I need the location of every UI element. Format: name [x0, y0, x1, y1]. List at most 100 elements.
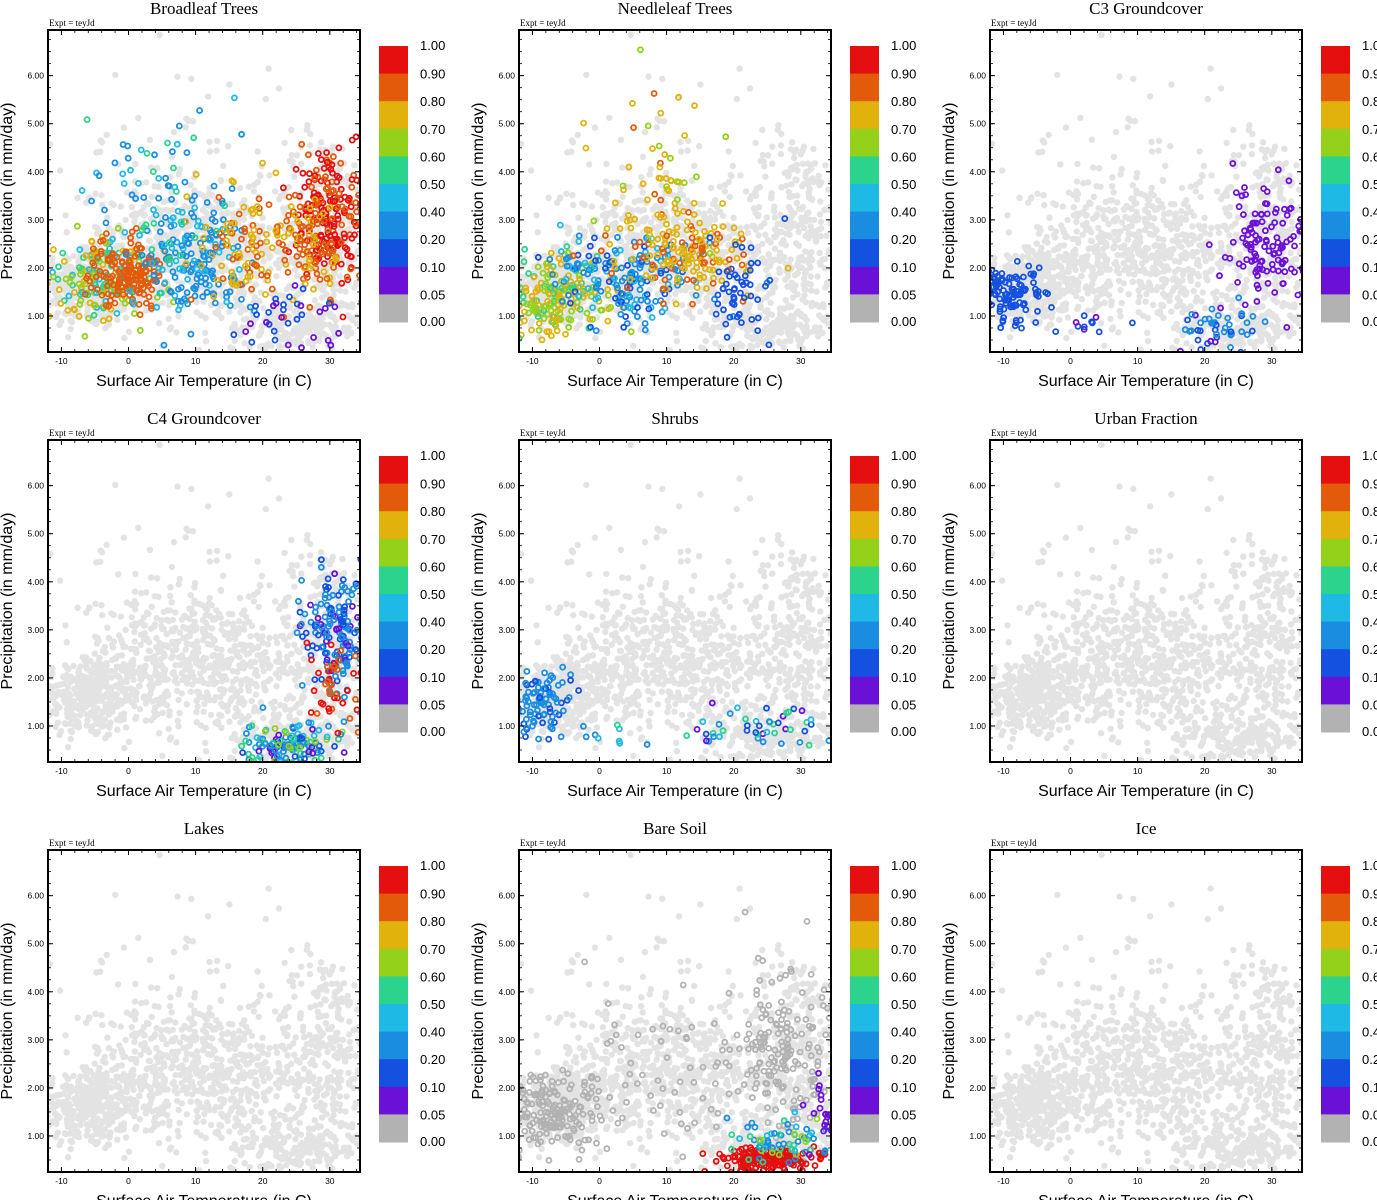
- data-point: [94, 285, 101, 293]
- data-point: [168, 244, 176, 252]
- data-point: [90, 311, 98, 319]
- background-point: [34, 285, 40, 291]
- background-point: [826, 247, 831, 254]
- data-point: [107, 278, 115, 286]
- data-point: [299, 251, 307, 258]
- background-point: [176, 165, 183, 173]
- data-point: [227, 228, 235, 236]
- data-point: [121, 228, 129, 236]
- background-point: [541, 252, 548, 260]
- background-point: [772, 276, 779, 284]
- x-tick-label: 20: [258, 356, 268, 366]
- background-point: [609, 208, 616, 216]
- data-point: [89, 259, 97, 267]
- data-point: [352, 133, 360, 141]
- data-point: [252, 302, 260, 310]
- data-point: [134, 179, 142, 187]
- data-point: [205, 256, 213, 264]
- background-point: [317, 139, 325, 146]
- data-point: [240, 203, 248, 211]
- data-point: [324, 336, 332, 344]
- data-point: [305, 227, 313, 235]
- background-point: [645, 73, 652, 80]
- data-point: [309, 217, 317, 225]
- data-point: [148, 259, 156, 267]
- background-point: [165, 315, 172, 322]
- background-point: [643, 214, 650, 222]
- colorbar-label: 1.00: [420, 38, 445, 53]
- background-point: [824, 320, 831, 327]
- background-point: [175, 171, 182, 178]
- data-point: [301, 183, 309, 191]
- background-point: [83, 199, 90, 206]
- background-point: [744, 229, 752, 237]
- data-point: [316, 213, 323, 221]
- data-point: [120, 180, 128, 188]
- data-point: [338, 279, 346, 287]
- background-point: [489, 302, 495, 308]
- background-point: [807, 223, 814, 230]
- background-point: [768, 311, 776, 318]
- background-point: [554, 199, 561, 206]
- data-point: [145, 293, 153, 301]
- data-point: [161, 279, 169, 287]
- background-point: [117, 203, 125, 210]
- data-point: [299, 285, 307, 293]
- data-point: [730, 286, 738, 293]
- background-point: [575, 214, 582, 221]
- background-point: [806, 185, 813, 192]
- background-point: [752, 192, 760, 199]
- data-point: [253, 253, 261, 261]
- background-point: [275, 264, 283, 271]
- background-point: [241, 340, 248, 347]
- data-point: [497, 280, 502, 285]
- background-point: [174, 73, 181, 80]
- data-point: [171, 292, 179, 300]
- background-point: [801, 286, 808, 293]
- data-point: [305, 223, 313, 231]
- data-point: [706, 234, 714, 242]
- background-point: [175, 228, 182, 235]
- background-point: [369, 325, 375, 331]
- data-point: [583, 309, 591, 317]
- data-point: [748, 316, 756, 323]
- data-point: [183, 149, 191, 157]
- data-point: [657, 109, 665, 117]
- data-point: [142, 268, 150, 276]
- background-point: [75, 259, 82, 266]
- data-point: [196, 107, 204, 114]
- data-point: [253, 203, 261, 210]
- background-point: [263, 245, 271, 253]
- data-point: [693, 259, 701, 266]
- background-point: [743, 223, 751, 231]
- data-point: [213, 227, 221, 235]
- data-point: [326, 296, 334, 304]
- background-point: [793, 310, 800, 317]
- background-point: [279, 364, 285, 370]
- background-point: [168, 153, 176, 161]
- background-point: [528, 318, 536, 325]
- background-point: [802, 333, 810, 340]
- data-point: [150, 219, 158, 227]
- background-point: [788, 181, 795, 188]
- data-point: [218, 262, 226, 270]
- background-point: [527, 167, 535, 174]
- background-point: [816, 249, 823, 257]
- background-point: [266, 172, 273, 179]
- data-point: [158, 266, 166, 274]
- data-point: [89, 245, 97, 253]
- data-point: [132, 275, 140, 283]
- data-point: [335, 190, 343, 197]
- data-point: [344, 196, 352, 204]
- data-point: [174, 285, 182, 293]
- background-point: [292, 294, 299, 301]
- data-point: [348, 183, 356, 191]
- background-point: [304, 325, 311, 332]
- data-point: [335, 144, 343, 152]
- data-point: [57, 300, 65, 308]
- data-point: [284, 268, 292, 276]
- data-point: [690, 199, 698, 207]
- background-point: [36, 291, 42, 297]
- data-point: [148, 286, 156, 294]
